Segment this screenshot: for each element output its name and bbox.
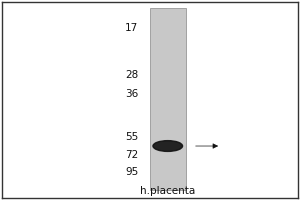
Text: 36: 36 — [125, 89, 138, 99]
Text: 72: 72 — [125, 150, 138, 160]
Ellipse shape — [153, 141, 182, 151]
Text: 95: 95 — [125, 167, 138, 177]
Text: h.placenta: h.placenta — [140, 186, 195, 196]
Bar — [150, 8, 185, 190]
Text: 17: 17 — [125, 23, 138, 33]
Text: 55: 55 — [125, 132, 138, 142]
Text: 28: 28 — [125, 70, 138, 80]
